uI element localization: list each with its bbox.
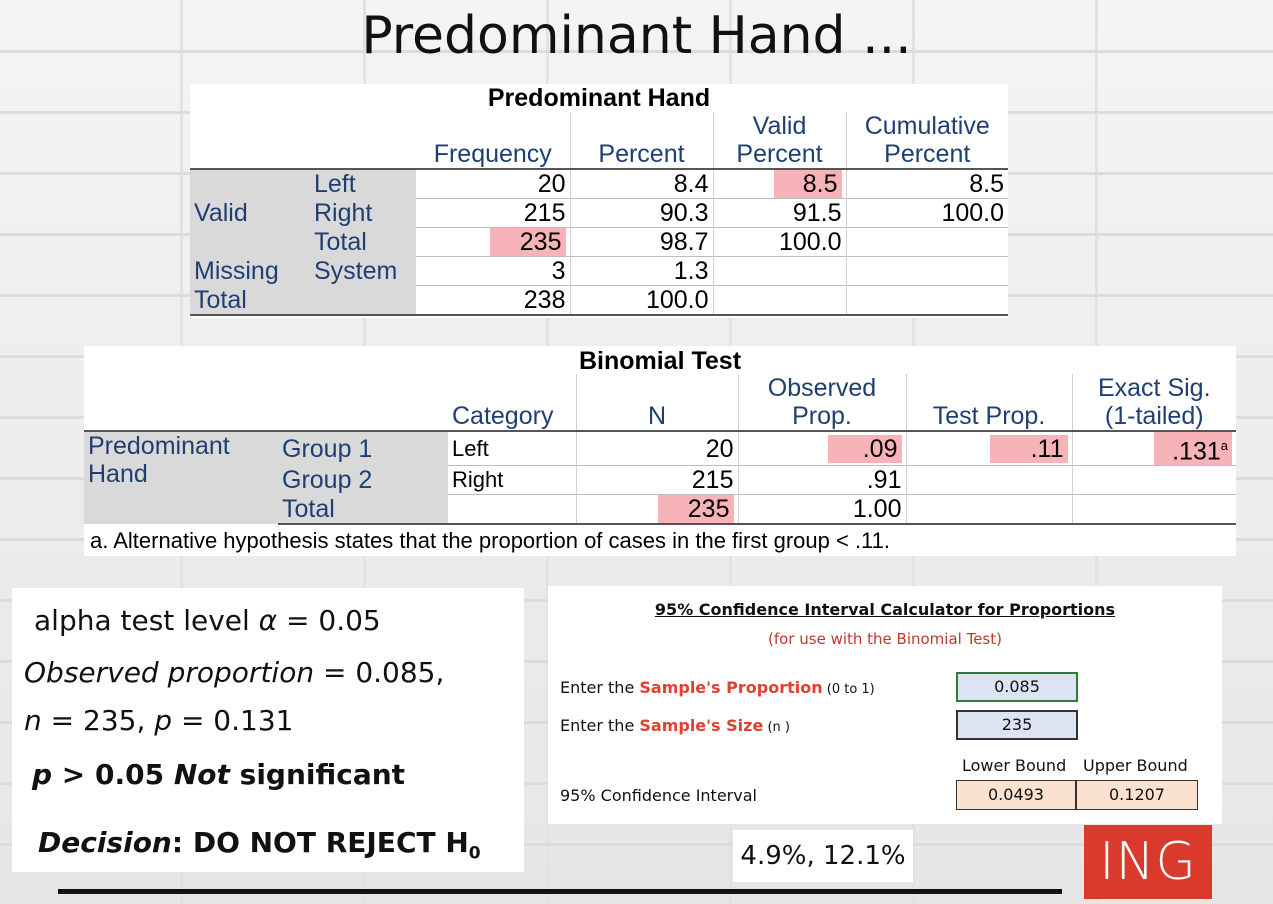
cell-frequency: 215 [416, 198, 570, 228]
frequency-table-title: Predominant Hand [487, 84, 711, 112]
upper-bound-header: Upper Bound [1083, 756, 1188, 775]
table-row: Total 235 98.7 100.0 [190, 227, 1008, 257]
cell-cumulative [845, 256, 1008, 286]
lower-bound-header: Lower Bound [962, 756, 1067, 775]
table-row: Valid Left 20 8.4 8.5 8.5 [190, 168, 1008, 257]
proportion-input[interactable]: 0.085 [956, 672, 1078, 702]
cell-observed: .91 [737, 465, 906, 495]
ci-percent-answer: 4.9%, 12.1% [733, 830, 913, 882]
cell-n-highlighted: 235 [657, 495, 734, 524]
group-label: Total [278, 494, 448, 526]
header-cumulative-percent: Cumulative Percent [845, 112, 1008, 169]
cell-exact-sig [1071, 494, 1236, 526]
cell-category: Right [448, 465, 576, 495]
cell-valid-percent: 100.0 [712, 227, 846, 257]
cell-n: 20 [575, 430, 738, 466]
header-n: N [575, 374, 738, 431]
cell-cumulative: 100.0 [845, 198, 1008, 228]
cell-category [448, 494, 576, 526]
row-label: Right [310, 198, 416, 228]
cell-test-prop [905, 465, 1072, 495]
cell-cumulative [845, 285, 1008, 316]
header-valid-percent: Valid Percent [712, 112, 846, 169]
row-label: Total [310, 227, 416, 257]
cell-valid-percent-highlighted: 8.5 [773, 170, 842, 198]
cell-n: 215 [575, 465, 738, 495]
cell-percent: 90.3 [569, 198, 713, 228]
cell-test-prop-highlighted: .11 [989, 434, 1068, 463]
n-p-text: n = 235, p = 0.131 [24, 704, 294, 737]
slide-title: Predominant Hand ... [361, 6, 912, 66]
cell-exact-sig-highlighted: .131a [1154, 432, 1232, 466]
ing-logo: ING [1084, 825, 1212, 899]
cell-percent: 1.3 [569, 256, 713, 286]
cell-percent: 98.7 [569, 227, 713, 257]
cell-percent: 100.0 [569, 285, 713, 316]
group-label: Group 1 [278, 430, 448, 466]
header-category: Category [452, 402, 554, 430]
bottom-rule [58, 889, 1062, 894]
header-observed-prop: Observed Prop. [737, 374, 906, 431]
table-row: Group 2 Right 215 .91 [84, 465, 1236, 495]
row-label: System [310, 256, 416, 286]
ci-calculator-panel: 95% Confidence Interval Calculator for P… [548, 586, 1222, 824]
row-group-missing: Missing [190, 256, 310, 286]
binomial-table: Category N Observed Prop. Test Prop. Exac… [84, 374, 1236, 526]
table-row: Predominant Hand Group 1 Left 20 .09 .11 … [84, 429, 1236, 525]
cell-test-prop [905, 494, 1072, 526]
binomial-table-title: Binomial Test [578, 347, 742, 375]
cell-valid-percent [712, 256, 846, 286]
calculator-title: 95% Confidence Interval Calculator for P… [654, 600, 1116, 619]
frequency-table-panel: Predominant Hand Frequency Percent Valid… [190, 84, 1008, 318]
cell-frequency: 20 [416, 168, 570, 199]
table-row: Total 235 1.00 [84, 494, 1236, 526]
cell-observed-highlighted: .09 [827, 434, 902, 463]
lower-bound-value: 0.0493 [956, 780, 1076, 810]
header-percent: Percent [569, 112, 713, 169]
cell-frequency: 238 [416, 285, 570, 316]
row-label: Left [310, 168, 416, 199]
frequency-table: Frequency Percent Valid Percent Cumulativ… [190, 112, 1008, 316]
cell-category: Left [448, 430, 576, 466]
notes-panel: alpha test level α = 0.05 Observed propo… [12, 588, 524, 872]
cell-frequency: 3 [416, 256, 570, 286]
decision-text: Decision: DO NOT REJECT H0 [38, 826, 481, 864]
observed-proportion-text: Observed proportion = 0.085, [24, 656, 445, 689]
header-frequency: Frequency [433, 140, 552, 168]
proportion-label: Enter the Sample's Proportion (0 to 1) [560, 678, 875, 697]
significance-text: p > 0.05 Not significant [32, 758, 406, 791]
size-label: Enter the Sample's Size (n ) [560, 716, 790, 735]
table-row: Total 238 100.0 [190, 285, 1008, 316]
cell-observed: 1.00 [737, 494, 906, 526]
size-input[interactable]: 235 [956, 710, 1078, 740]
row-group-valid: Valid [190, 168, 310, 257]
table-row: Right 215 90.3 91.5 100.0 [190, 198, 1008, 228]
table-row: Missing System 3 1.3 [190, 256, 1008, 286]
upper-bound-value: 0.1207 [1076, 780, 1198, 810]
ci-label: 95% Confidence Interval [560, 786, 757, 805]
variable-label: Predominant Hand [84, 429, 278, 525]
cell-frequency-highlighted: 235 [489, 228, 566, 256]
table-footnote: a. Alternative hypothesis states that th… [90, 528, 891, 554]
cell-percent: 8.4 [569, 168, 713, 199]
cell-exact-sig [1071, 465, 1236, 495]
cell-cumulative [845, 227, 1008, 257]
alpha-level-text: alpha test level α = 0.05 [34, 604, 381, 637]
calculator-subtitle: (for use with the Binomial Test) [768, 630, 1002, 648]
cell-valid-percent [712, 285, 846, 316]
row-label [310, 285, 416, 316]
row-group-total: Total [190, 285, 310, 316]
cell-valid-percent: 91.5 [712, 198, 846, 228]
cell-cumulative: 8.5 [845, 168, 1008, 199]
header-exact-sig: Exact Sig. (1-tailed) [1071, 374, 1236, 431]
group-label: Group 2 [278, 465, 448, 495]
binomial-table-panel: Binomial Test Category N Observed Prop. T… [84, 346, 1236, 556]
header-test-prop: Test Prop. [905, 374, 1072, 431]
